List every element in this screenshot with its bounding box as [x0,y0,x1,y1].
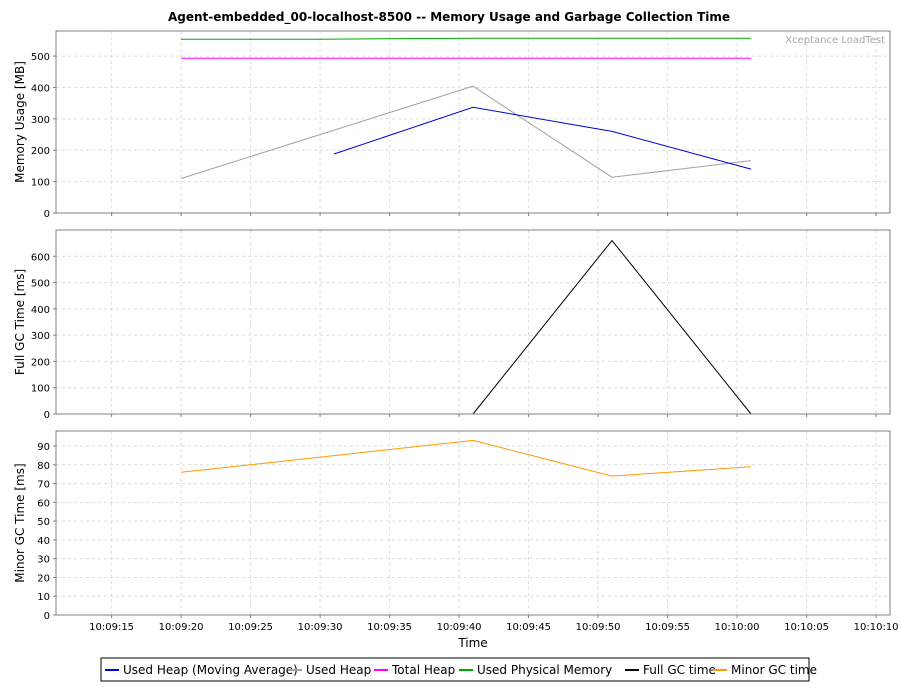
y-tick-label: 0 [44,209,50,220]
legend-item: Used Heap [288,663,371,677]
plot-area [56,31,890,213]
legend-item: Used Heap (Moving Average) [105,663,298,677]
legend: Used Heap (Moving Average) Used Heap Total… [100,657,817,682]
legend-item: Full GC time [625,663,716,677]
y-tick-label: 500 [31,52,50,63]
y-tick-label: 10 [37,592,50,603]
legend-label: Used Heap [306,663,371,677]
series-line-minor-gc-time [181,439,752,477]
y-tick-label: 50 [37,517,50,528]
legend-label: Full GC time [643,663,716,677]
y-tick-label: 40 [37,536,50,547]
chart-title: Agent-embedded_00-localhost-8500 -- Memo… [168,10,730,25]
y-tick-label: 400 [31,83,50,94]
plot-frame [55,229,891,415]
x-tick-label: 10:09:40 [437,622,482,633]
legend-item: Used Physical Memory [459,663,612,677]
y-tick-label: 200 [31,146,50,157]
y-tick-label: 100 [31,384,50,395]
legend-item: Total Heap [374,663,455,677]
y-tick-label: 200 [31,357,50,368]
y-tick-label: 30 [37,555,50,566]
legend-box [100,657,810,682]
x-tick-label: 10:10:05 [784,622,829,633]
legend-label: Used Heap (Moving Average) [123,663,298,677]
x-tick-label: 10:09:50 [576,622,621,633]
x-tick-label: 10:09:20 [159,622,204,633]
x-axis-label: Time [457,636,487,650]
y-tick-label: 90 [37,442,50,453]
y-axis-label: Full GC Time [ms] [13,269,27,375]
y-tick-label: 400 [31,305,50,316]
plot-area [56,230,890,414]
y-tick-label: 300 [31,115,50,126]
watermark: Xceptance LoadTest [785,35,885,46]
y-tick-label: 20 [37,573,50,584]
y-axis-label: Minor GC Time [ms] [13,463,27,582]
plot-panel-2: 0 100 200 300 400 500 600 Full GC Time [ms] [13,229,891,421]
x-tick-label: 10:09:35 [367,622,412,633]
y-tick-label: 0 [44,410,50,421]
x-tick-label: 10:10:10 [854,622,899,633]
y-tick-label: 0 [44,611,50,622]
x-tick-label: 10:10:00 [715,622,760,633]
x-tick-label: 10:09:25 [228,622,273,633]
y-tick-label: 80 [37,461,50,472]
x-tick-label: 10:09:55 [645,622,690,633]
plot-area [56,431,890,615]
series-line-used-heap [180,85,752,179]
plot-panel-3: 0 10 20 30 40 50 60 70 80 90 Minor GC Time [ms] [13,430,891,622]
y-tick-label: 300 [31,331,50,342]
legend-label: Minor GC time [731,663,817,677]
legend-item: Minor GC time [713,663,817,677]
x-tick-label: 10:09:30 [298,622,343,633]
legend-label: Used Physical Memory [477,663,612,677]
x-tick-label: 10:09:15 [89,622,134,633]
series-line-used-physical-memory [181,37,751,40]
y-tick-label: 500 [31,279,50,290]
y-tick-label: 70 [37,480,50,491]
y-axis-label: Memory Usage [MB] [13,61,27,183]
x-tick-label: 10:09:45 [506,622,551,633]
legend-label: Total Heap [391,663,455,677]
series-line-used-heap-moving-average [333,106,752,170]
y-tick-label: 600 [31,252,50,263]
y-tick-label: 100 [31,178,50,189]
series-line-full-gc-time [472,239,752,415]
y-tick-label: 60 [37,498,50,509]
plot-frame [55,30,891,214]
plot-panel-1: 0 100 200 300 400 500 Memory Usage [MB] Xceptan… [13,30,891,220]
plot-frame [55,430,891,616]
